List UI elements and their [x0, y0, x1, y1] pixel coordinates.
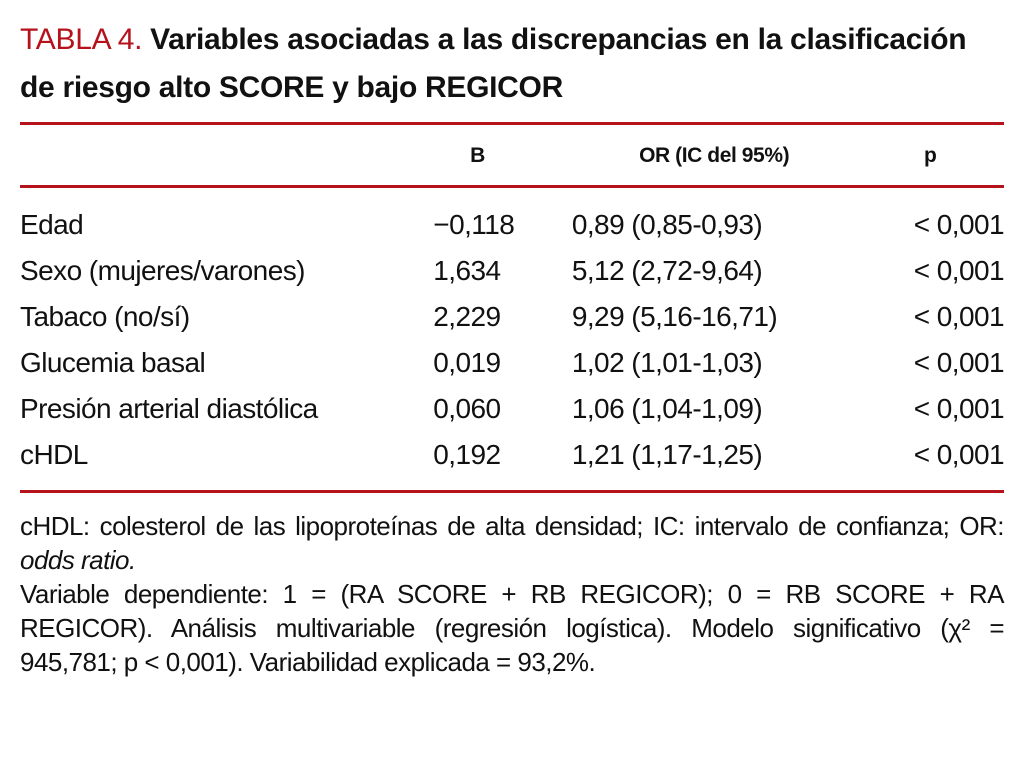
- table-row: Glucemia basal 0,019 1,02 (1,01-1,03) < …: [20, 340, 1005, 386]
- cell-or: 0,89 (0,85-0,93): [571, 209, 763, 240]
- table-footnotes: cHDL: colesterol de las lipoproteínas de…: [20, 509, 1005, 679]
- table-header: B OR (IC del 95%) p: [20, 123, 1004, 188]
- cell-variable: Sexo (mujeres/varones): [20, 255, 305, 286]
- cell-variable: Edad: [20, 209, 84, 240]
- cell-p: < 0,001: [913, 255, 1005, 286]
- header-variable: [20, 123, 434, 188]
- cell-or: 5,12 (2,72-9,64): [571, 255, 763, 286]
- table-row: cHDL 0,192 1,21 (1,17-1,25) < 0,001: [20, 432, 1005, 493]
- cell-b: 0,019: [433, 347, 501, 378]
- table-number-label: TABLA 4.: [20, 23, 143, 56]
- table-row: Presión arterial diastólica 0,060 1,06 (…: [20, 386, 1005, 432]
- cell-b: 0,192: [433, 432, 522, 493]
- header-row: B OR (IC del 95%) p: [20, 123, 1004, 188]
- footnote-abbreviations-text: cHDL: colesterol de las lipoproteínas de…: [20, 511, 1005, 541]
- cell-or: 1,21 (1,17-1,25): [521, 432, 857, 493]
- cell-variable: cHDL: [20, 432, 434, 493]
- paper-table-figure: TABLA 4. Variables asociadas a las discre…: [20, 16, 1005, 679]
- cell-variable: Glucemia basal: [20, 347, 206, 378]
- cell-p: < 0,001: [856, 432, 1005, 493]
- footnote-odds-ratio-italic: odds ratio.: [20, 545, 136, 575]
- cell-b: −0,118: [433, 209, 515, 240]
- cell-variable: Tabaco (no/sí): [20, 301, 190, 332]
- cell-or: 1,02 (1,01-1,03): [571, 347, 763, 378]
- cell-b: 0,060: [433, 393, 501, 424]
- table-row: Tabaco (no/sí) 2,229 9,29 (5,16-16,71) <…: [20, 294, 1005, 340]
- header-b: B: [433, 123, 522, 188]
- cell-p: < 0,001: [913, 393, 1005, 424]
- footnote-model: Variable dependiente: 1 = (RA SCORE + RB…: [20, 579, 1005, 677]
- table-row: Edad −0,118 0,89 (0,85-0,93) < 0,001: [20, 187, 1005, 249]
- table-body: Edad −0,118 0,89 (0,85-0,93) < 0,001 Sex…: [20, 187, 1005, 493]
- cell-p: < 0,001: [913, 301, 1005, 332]
- header-p: p: [856, 123, 1004, 188]
- cell-b: 1,634: [433, 255, 501, 286]
- cell-p: < 0,001: [913, 347, 1005, 378]
- footnote-abbreviations: cHDL: colesterol de las lipoproteínas de…: [20, 509, 1005, 577]
- table-row: Sexo (mujeres/varones) 1,634 5,12 (2,72-…: [20, 248, 1005, 294]
- cell-or: 9,29 (5,16-16,71): [571, 301, 778, 332]
- table-title: TABLA 4. Variables asociadas a las discre…: [20, 16, 1004, 112]
- cell-variable: Presión arterial diastólica: [20, 393, 318, 424]
- cell-p: < 0,001: [913, 209, 1005, 240]
- cell-or: 1,06 (1,04-1,09): [571, 393, 763, 424]
- results-table: B OR (IC del 95%) p Edad −0,118 0,89 (0,…: [20, 122, 1005, 493]
- table-title-text: Variables asociadas a las discrepancias …: [20, 23, 967, 104]
- header-or: OR (IC del 95%): [521, 123, 857, 188]
- cell-b: 2,229: [433, 301, 501, 332]
